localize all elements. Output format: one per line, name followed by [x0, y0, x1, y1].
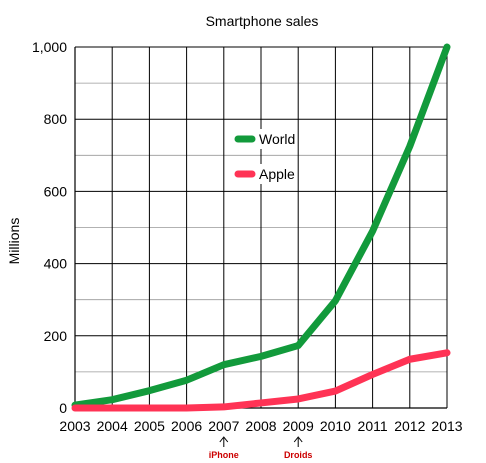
- y-tick-label: 600: [44, 183, 68, 199]
- x-tick-label: 2010: [320, 418, 351, 434]
- y-tick-label: 800: [44, 111, 68, 127]
- legend-swatch-backdrop: [235, 164, 289, 184]
- annotation-label: Droids: [284, 450, 313, 460]
- y-tick-label: 400: [44, 256, 68, 272]
- series-line-apple: [71, 349, 451, 412]
- x-tick-label: 2013: [431, 418, 462, 434]
- x-tick-label: 2006: [171, 418, 202, 434]
- y-tick-label: 200: [44, 328, 68, 344]
- grid: [75, 46, 448, 409]
- legend-label-world: World: [259, 131, 295, 147]
- annotation-arrow-head: [293, 436, 303, 443]
- legend: World Apple: [234, 129, 295, 184]
- x-tick-label: 2011: [358, 418, 388, 434]
- y-tick-label: 0: [59, 400, 67, 416]
- legend-label-apple: Apple: [259, 166, 295, 182]
- x-tick-label: 2007: [208, 418, 239, 434]
- y-axis-label: Millions: [6, 218, 22, 265]
- series-line-world: [71, 43, 451, 409]
- annotation-droids: Droids: [284, 436, 313, 460]
- annotations: iPhone Droids: [209, 436, 313, 460]
- x-tick-label: 2003: [59, 418, 90, 434]
- x-tick-label: 2008: [245, 418, 276, 434]
- x-tick-label: 2009: [283, 418, 314, 434]
- y-tick-label: 1,000: [32, 39, 67, 55]
- chart-title: Smartphone sales: [206, 13, 319, 29]
- series-lines: [71, 43, 451, 412]
- tick-labels: 0 200 400 600 800 1,000 2003 2004 2005 2006 2007 20…: [32, 39, 463, 434]
- x-tick-label: 2004: [97, 418, 128, 434]
- legend-swatch-backdrop: [235, 129, 289, 149]
- annotation-label: iPhone: [209, 450, 239, 460]
- x-tick-label: 2005: [134, 418, 165, 434]
- annotation-arrow-head: [219, 436, 229, 443]
- x-tick-label: 2012: [394, 418, 425, 434]
- annotation-iphone: iPhone: [209, 436, 239, 460]
